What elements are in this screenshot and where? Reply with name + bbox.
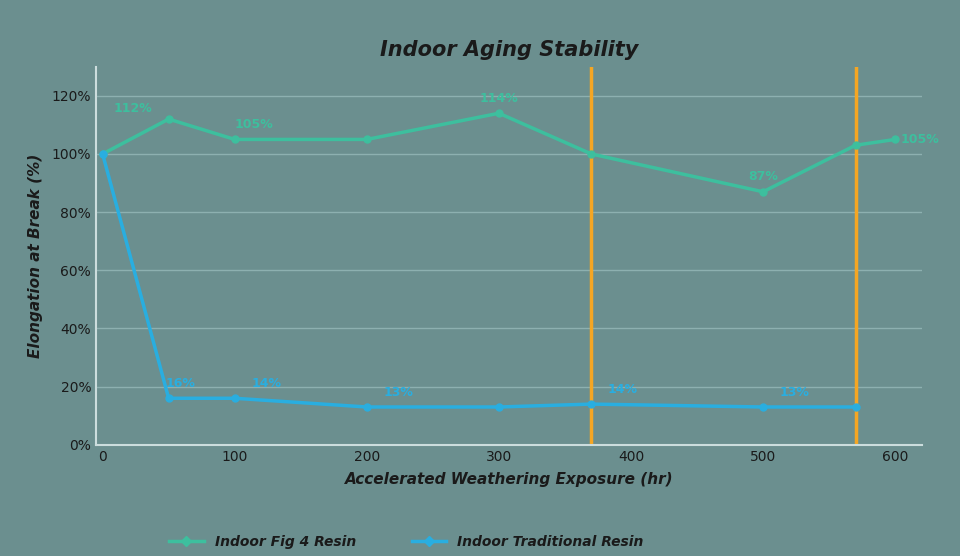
Text: 112%: 112% [113, 102, 153, 115]
Text: 13%: 13% [383, 386, 414, 399]
Y-axis label: Elongation at Break (%): Elongation at Break (%) [28, 153, 43, 358]
Legend: Indoor Fig 4 Resin, 5 Year Aging, Indoor Traditional Resin, 8 Year Aging: Indoor Fig 4 Resin, 5 Year Aging, Indoor… [169, 535, 644, 556]
Text: 114%: 114% [479, 92, 518, 105]
Text: 87%: 87% [748, 171, 778, 183]
Text: 14%: 14% [252, 377, 281, 390]
X-axis label: Accelerated Weathering Exposure (hr): Accelerated Weathering Exposure (hr) [345, 472, 673, 487]
Text: 13%: 13% [780, 386, 809, 399]
Text: 14%: 14% [608, 383, 638, 396]
Title: Indoor Aging Stability: Indoor Aging Stability [379, 39, 638, 59]
Text: 105%: 105% [900, 133, 940, 146]
Text: 16%: 16% [166, 377, 196, 390]
Text: 105%: 105% [234, 118, 274, 131]
